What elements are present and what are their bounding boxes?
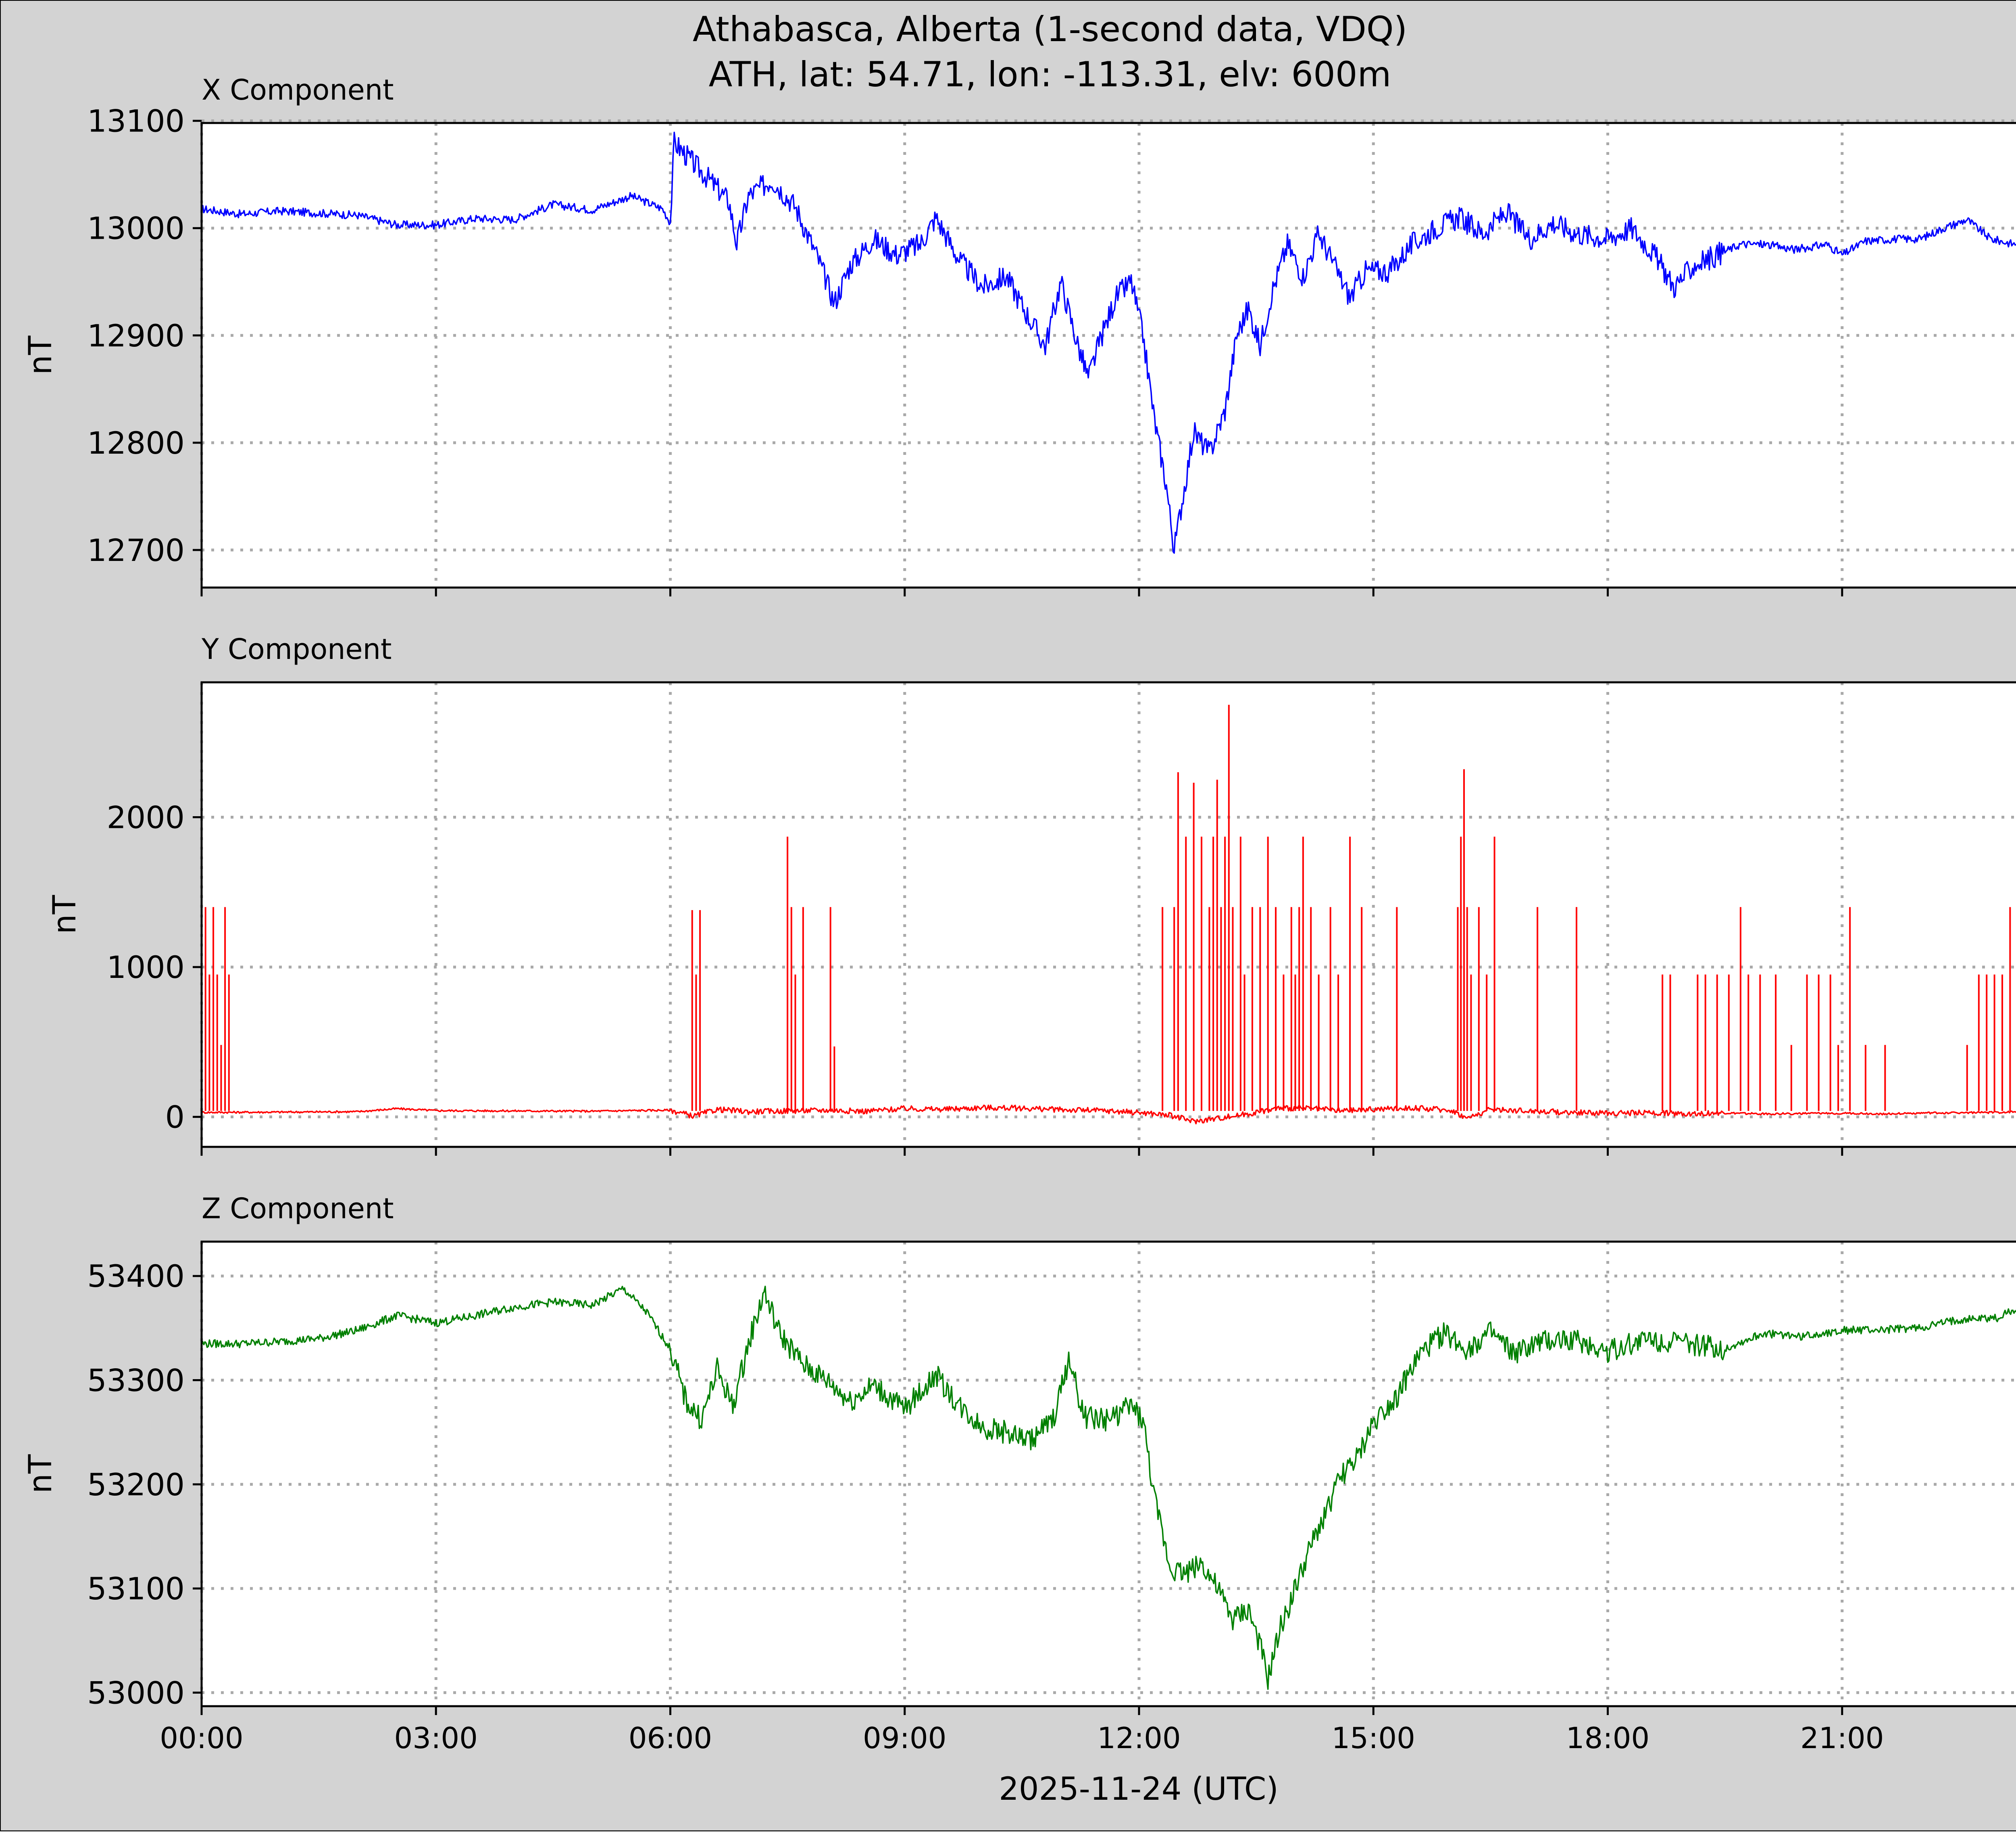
y-axis-label-z: nT — [23, 1454, 59, 1493]
panel-label-x: X Component — [202, 73, 394, 106]
ytick-label-x-4: 13100 — [87, 103, 185, 139]
xtick-label-0: 00:00 — [160, 1721, 244, 1755]
plot-area-z — [202, 1242, 2016, 1706]
ytick-label-z-0: 53000 — [87, 1675, 185, 1711]
xtick-label-1: 03:00 — [394, 1721, 478, 1755]
plot-area-y — [202, 682, 2016, 1147]
panel-label-y: Y Component — [201, 633, 392, 666]
ytick-label-z-2: 53200 — [87, 1467, 185, 1503]
panel-label-z: Z Component — [202, 1192, 394, 1225]
panel-y: 0 1000 2000 Y Component nT — [47, 633, 2016, 1156]
plot-area-x — [202, 123, 2016, 588]
series-line-z — [201, 1286, 2016, 1690]
xtick-label-7: 21:00 — [1800, 1721, 1884, 1755]
xtick-label-5: 15:00 — [1332, 1721, 1416, 1755]
ytick-label-z-3: 53300 — [87, 1363, 185, 1398]
xtick-label-4: 12:00 — [1097, 1721, 1181, 1755]
ytick-label-y-2: 2000 — [107, 799, 185, 835]
ytick-label-y-0: 0 — [165, 1099, 185, 1135]
panel-x: 12700 12800 12900 13000 13100 X Component nT — [23, 73, 2016, 596]
xtick-label-2: 06:00 — [629, 1721, 712, 1755]
ytick-label-z-4: 53400 — [87, 1258, 185, 1294]
y-axis-label-x: nT — [23, 336, 59, 375]
panels-group: 12700 12800 12900 13000 13100 X Component nT 0 1… — [23, 73, 2016, 1755]
chart-subtitle: ATH, lat: 54.71, lon: -113.31, elv: 600m — [709, 54, 1391, 95]
x-axis-label: 2025-11-24 (UTC) — [999, 1771, 1279, 1807]
ytick-label-y-1: 1000 — [107, 949, 185, 985]
xtick-label-3: 09:00 — [863, 1721, 947, 1755]
ytick-label-x-0: 12700 — [87, 532, 185, 568]
xtick-label-6: 18:00 — [1566, 1721, 1650, 1755]
panel-z: 53000 53100 53200 53300 53400 00:00 03:00 06:00… — [23, 1192, 2016, 1755]
ytick-label-x-2: 12900 — [87, 318, 185, 354]
ytick-label-x-3: 13000 — [87, 211, 185, 246]
series-line-y — [201, 1105, 2016, 1125]
series-line-x — [201, 131, 2016, 554]
chart-title: Athabasca, Alberta (1-second data, VDQ) — [693, 9, 1407, 50]
ytick-label-z-1: 53100 — [87, 1571, 185, 1607]
y-axis-label-y: nT — [47, 895, 83, 934]
ytick-label-x-1: 12800 — [87, 425, 185, 461]
